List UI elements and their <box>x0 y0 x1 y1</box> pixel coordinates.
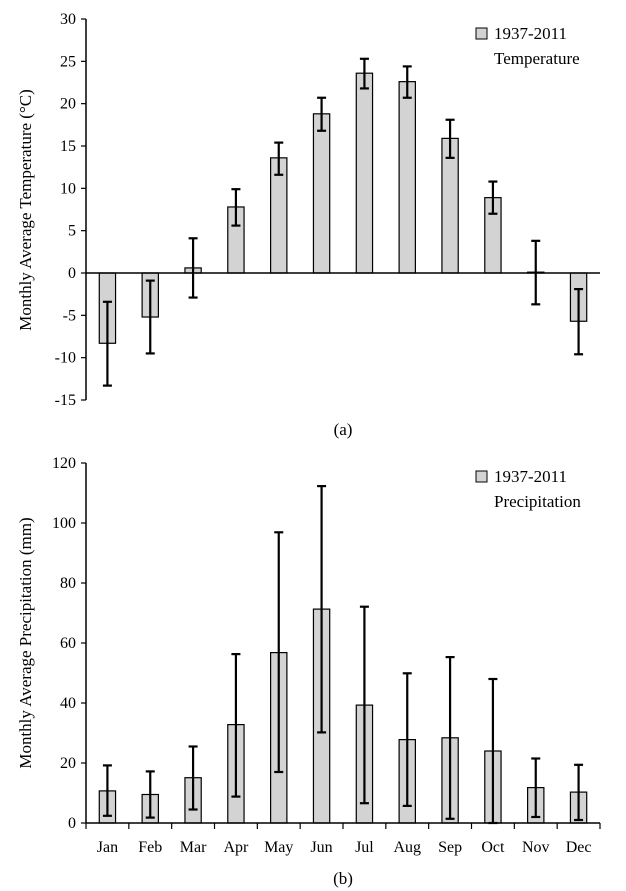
temperature-y-tick-label: -5 <box>63 307 76 324</box>
temperature-y-tick-label: 15 <box>60 138 76 155</box>
temperature-error-bar-sep <box>445 118 455 159</box>
precipitation-chart: 0 20 40 60 80 100 120 Jan Feb Mar Apr May Jun Jul Aug… <box>16 455 601 888</box>
precipitation-error-bar-jun <box>317 485 327 734</box>
precipitation-error-bar-jul <box>359 605 369 805</box>
precipitation-x-tick-label-oct: Oct <box>481 839 505 856</box>
temperature-y-ticks: -15 -10 -5 0 5 10 15 20 25 30 <box>55 11 86 409</box>
precipitation-y-ticks: 0 20 40 60 80 100 120 <box>52 455 86 832</box>
precipitation-error-bar-dec <box>574 763 584 822</box>
precipitation-y-tick-label: 60 <box>60 635 76 652</box>
precipitation-x-ticks: Jan Feb Mar Apr May Jun Jul Aug Sep Oct Nov Dec <box>85 823 601 856</box>
precipitation-y-tick-label: 120 <box>52 455 76 472</box>
temperature-y-tick-label: -15 <box>55 392 76 409</box>
precipitation-legend-swatch <box>475 470 488 483</box>
precipitation-error-bars <box>102 485 584 825</box>
temperature-error-bar-apr <box>231 188 241 227</box>
precipitation-y-tick-label: 80 <box>60 575 76 592</box>
precipitation-y-tick-label: 0 <box>68 815 76 832</box>
temperature-y-tick-label: 5 <box>68 223 76 240</box>
precipitation-x-tick-label-nov: Nov <box>522 839 550 856</box>
precipitation-bars <box>98 608 588 824</box>
temperature-bar-jul <box>355 72 374 274</box>
temperature-legend-line2: Temperature <box>494 49 580 68</box>
precipitation-x-tick-label-jul: Jul <box>355 839 374 856</box>
temperature-error-bar-mar <box>188 237 198 299</box>
precipitation-error-bar-feb <box>145 770 155 819</box>
temperature-legend-swatch <box>475 27 488 40</box>
precipitation-caption: (b) <box>333 869 353 888</box>
temperature-caption: (a) <box>334 420 353 439</box>
temperature-chart: -15 -10 -5 0 5 10 15 20 25 30 Monthly Average Tem… <box>16 11 600 439</box>
temperature-bars <box>98 72 588 344</box>
temperature-y-axis-label: Monthly Average Temperature (°C) <box>16 89 35 331</box>
precipitation-x-tick-label-mar: Mar <box>180 839 207 856</box>
temperature-y-tick-label: 30 <box>60 11 76 28</box>
precipitation-y-tick-label: 100 <box>52 515 76 532</box>
precipitation-x-tick-label-jun: Jun <box>310 839 332 856</box>
temperature-error-bar-oct <box>488 180 498 215</box>
precipitation-error-bar-sep <box>445 655 455 820</box>
temperature-error-bar-jun <box>317 96 327 132</box>
precipitation-x-tick-label-sep: Sep <box>438 839 462 856</box>
precipitation-x-tick-label-may: May <box>264 839 293 856</box>
temperature-error-bars <box>102 57 584 387</box>
precipitation-y-axis-label: Monthly Average Precipitation (mm) <box>16 517 35 768</box>
precipitation-legend: 1937-2011 Precipitation <box>475 467 581 511</box>
precipitation-error-bar-nov <box>531 757 541 819</box>
precipitation-error-bar-may <box>274 531 284 774</box>
temperature-legend: 1937-2011 Temperature <box>475 24 580 68</box>
precipitation-error-bar-aug <box>402 672 412 808</box>
precipitation-legend-line2: Precipitation <box>494 492 581 511</box>
precipitation-x-tick-label-feb: Feb <box>138 839 162 856</box>
precipitation-x-tick-label-jan: Jan <box>97 839 118 856</box>
temperature-y-tick-label: 0 <box>68 265 76 282</box>
temperature-error-bar-feb <box>145 279 155 355</box>
temperature-bar-aug <box>398 81 416 274</box>
precipitation-y-tick-label: 20 <box>60 755 76 772</box>
precipitation-error-bar-apr <box>231 652 241 798</box>
temperature-error-bar-dec <box>574 287 584 356</box>
precipitation-x-tick-label-apr: Apr <box>223 839 249 856</box>
temperature-y-tick-label: 10 <box>60 180 76 197</box>
precipitation-legend-line1: 1937-2011 <box>494 467 567 486</box>
temperature-error-bar-aug <box>402 65 412 99</box>
temperature-error-bar-jul <box>359 57 369 90</box>
temperature-y-tick-label: 20 <box>60 96 76 113</box>
precipitation-error-bar-jan <box>102 764 112 817</box>
precipitation-error-bar-mar <box>188 745 198 811</box>
temperature-legend-line1: 1937-2011 <box>494 24 567 43</box>
precipitation-x-tick-label-dec: Dec <box>566 839 592 856</box>
precipitation-x-tick-label-aug: Aug <box>393 839 421 856</box>
temperature-bar-jun <box>312 113 331 274</box>
temperature-y-tick-label: -10 <box>55 350 76 367</box>
temperature-error-bar-jan <box>102 300 112 387</box>
temperature-y-tick-label: 25 <box>60 53 76 70</box>
precipitation-y-tick-label: 40 <box>60 695 76 712</box>
temperature-error-bar-may <box>274 141 284 176</box>
